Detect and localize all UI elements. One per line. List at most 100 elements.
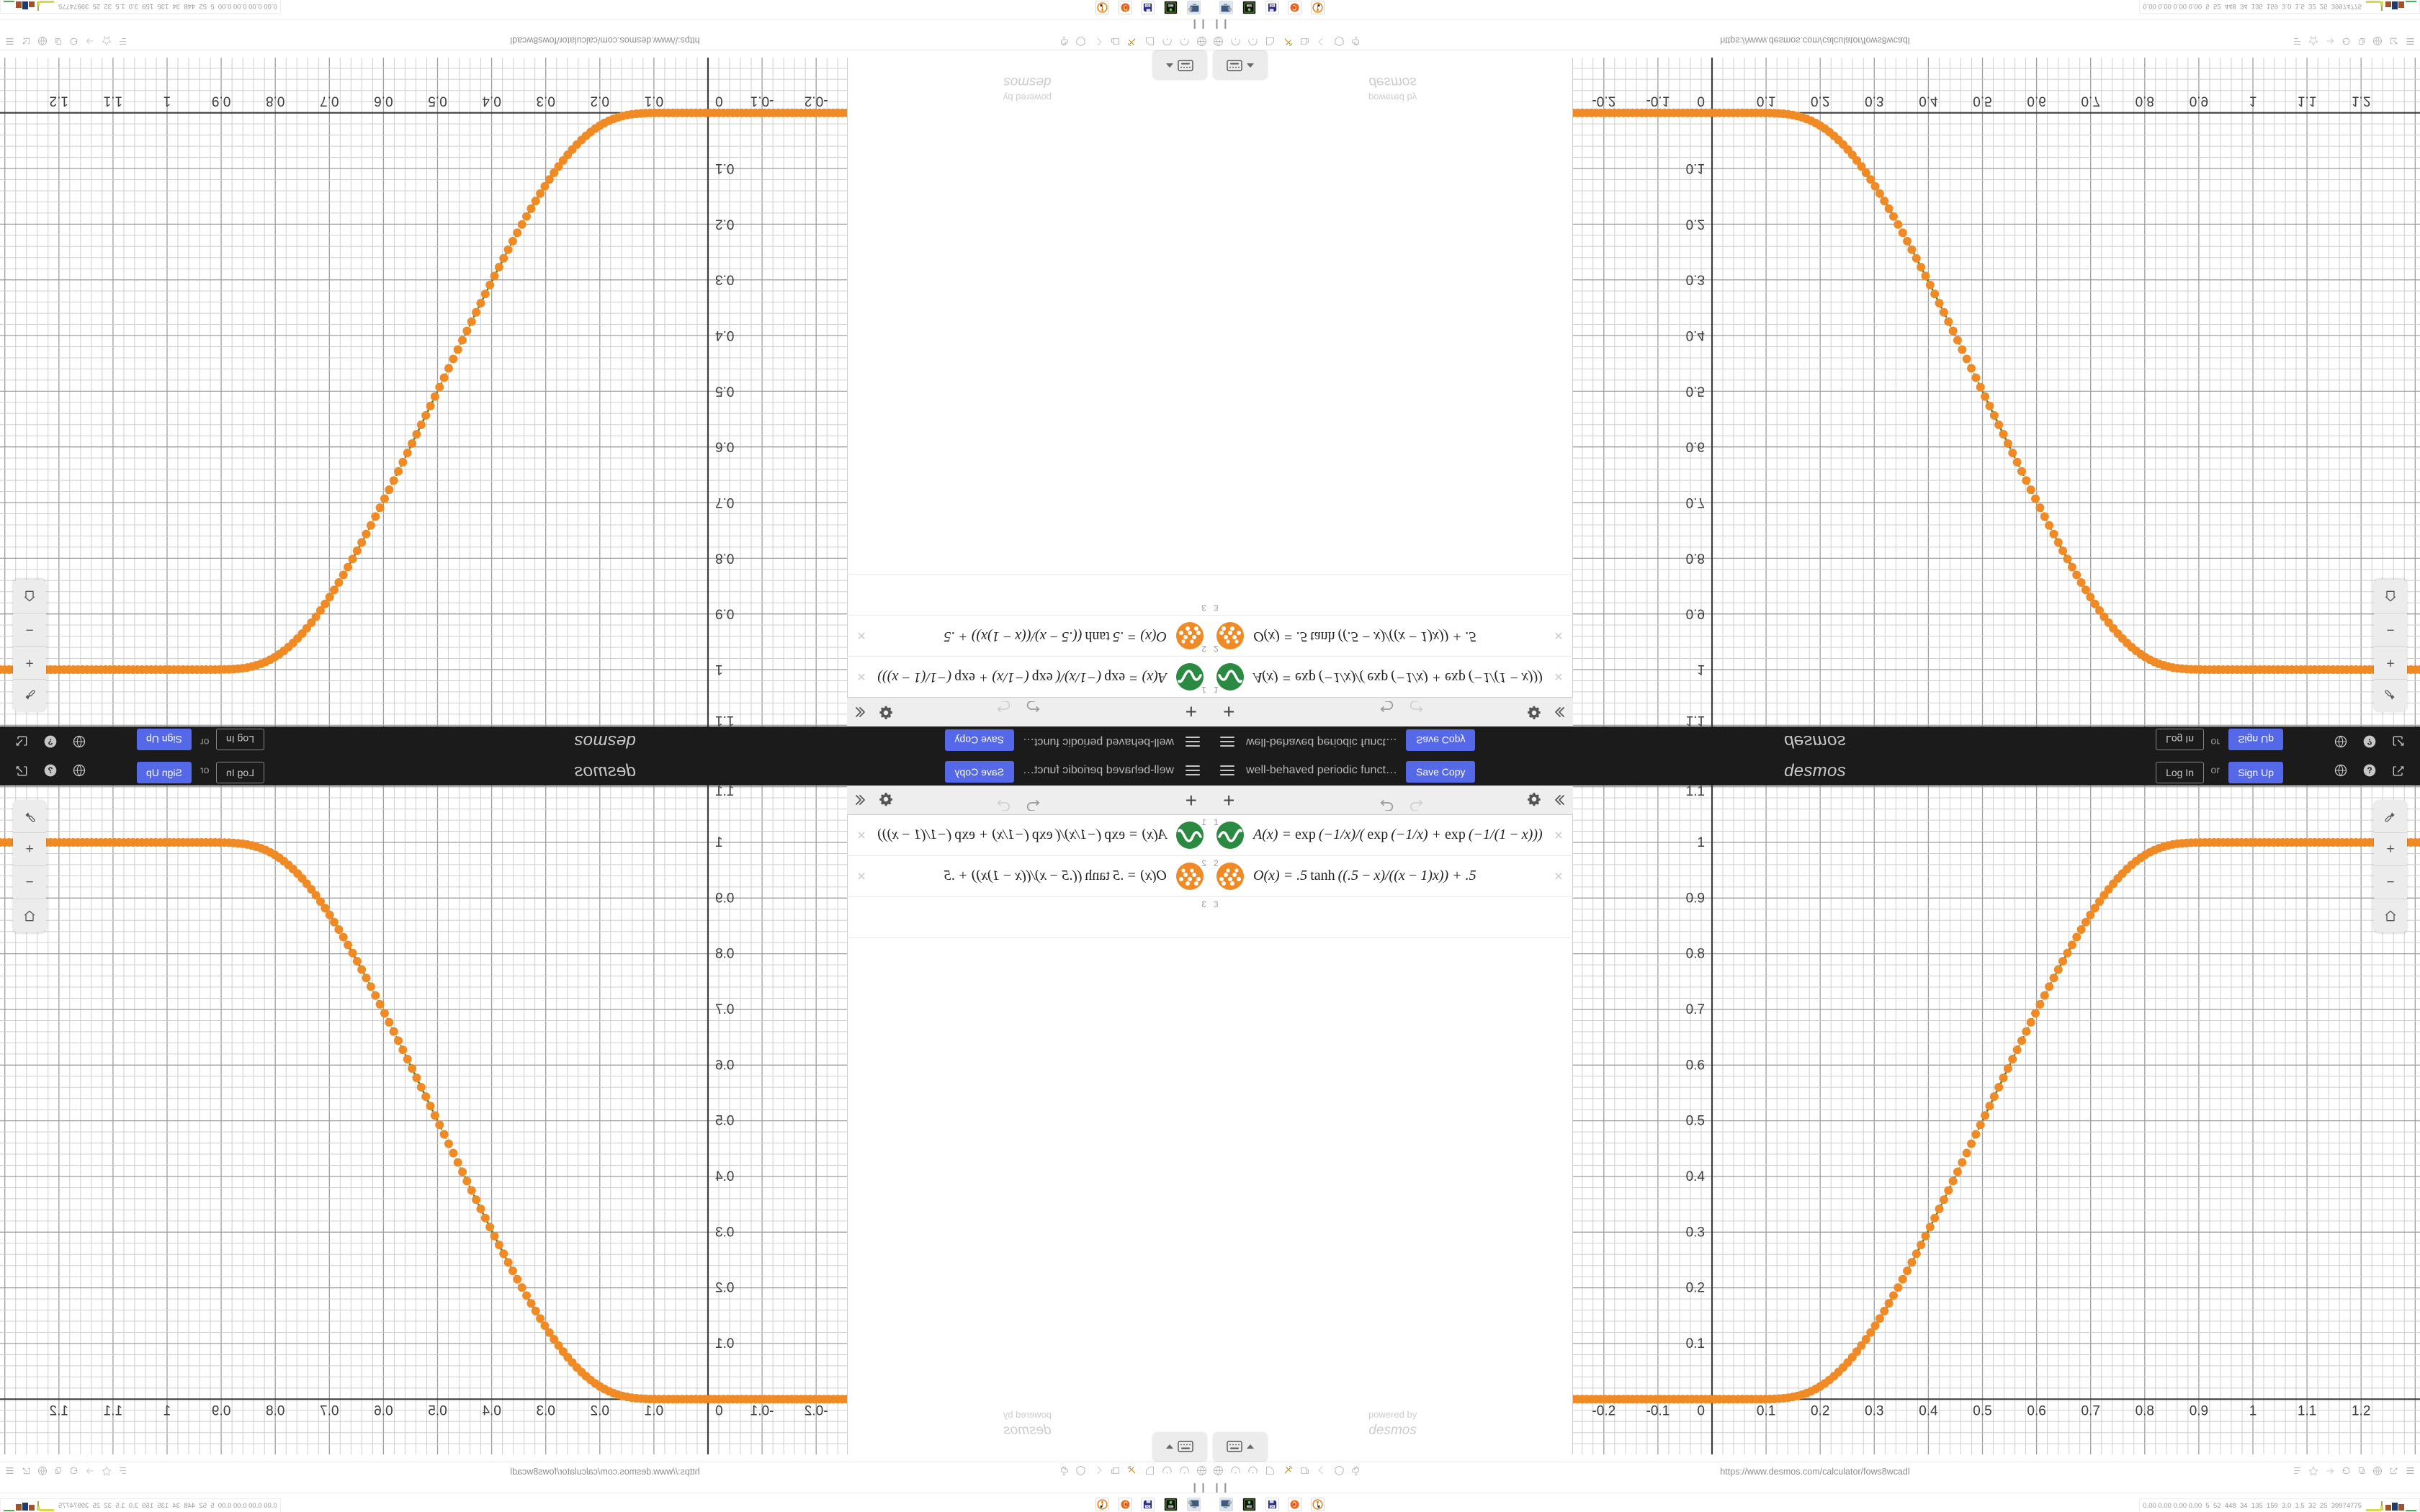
svg-text:1: 1 xyxy=(163,1403,171,1418)
svg-text:0.4: 0.4 xyxy=(1686,1169,1706,1184)
svg-text:0.1: 0.1 xyxy=(1757,1403,1775,1418)
svg-text:0.1: 0.1 xyxy=(715,161,734,176)
svg-text:0.7: 0.7 xyxy=(320,94,339,109)
svg-text:0.2: 0.2 xyxy=(1811,1403,1829,1418)
svg-text:0.2: 0.2 xyxy=(715,1281,734,1296)
svg-text:1: 1 xyxy=(2249,1403,2257,1418)
svg-text:0.6: 0.6 xyxy=(715,1058,734,1073)
svg-text:0.6: 0.6 xyxy=(2027,1403,2045,1418)
svg-text:0.4: 0.4 xyxy=(482,1403,501,1418)
svg-text:1: 1 xyxy=(715,835,723,850)
svg-text:0.7: 0.7 xyxy=(320,1403,339,1418)
svg-text:1.1: 1.1 xyxy=(104,1403,122,1418)
svg-text:0.9: 0.9 xyxy=(715,606,734,621)
svg-text:0.7: 0.7 xyxy=(1686,495,1705,510)
svg-text:0.2: 0.2 xyxy=(715,216,734,231)
svg-text:0.9: 0.9 xyxy=(1686,891,1705,906)
svg-text:0.3: 0.3 xyxy=(715,272,734,287)
svg-text:0.2: 0.2 xyxy=(591,1403,609,1418)
svg-text:0.1: 0.1 xyxy=(1686,1336,1705,1351)
svg-text:0.6: 0.6 xyxy=(2027,94,2045,109)
svg-text:1: 1 xyxy=(163,94,171,109)
svg-text:1: 1 xyxy=(715,662,723,677)
svg-text:0.9: 0.9 xyxy=(2190,94,2208,109)
svg-text:0.8: 0.8 xyxy=(266,1403,284,1418)
svg-text:0.3: 0.3 xyxy=(1865,1403,1883,1418)
svg-text:0.8: 0.8 xyxy=(2136,1403,2154,1418)
svg-text:0.6: 0.6 xyxy=(374,94,393,109)
svg-text:?: ? xyxy=(2367,766,2372,775)
svg-text:0.9: 0.9 xyxy=(212,94,230,109)
svg-text:1.2: 1.2 xyxy=(2352,1403,2370,1418)
svg-text:0.3: 0.3 xyxy=(1865,94,1883,109)
svg-text:-0.1: -0.1 xyxy=(1646,1403,1670,1418)
svg-text:1.2: 1.2 xyxy=(50,1403,68,1418)
svg-text:1: 1 xyxy=(2249,94,2257,109)
svg-text:0.5: 0.5 xyxy=(1686,1114,1705,1129)
svg-text:0.5: 0.5 xyxy=(715,383,734,398)
svg-text:0.3: 0.3 xyxy=(1686,1225,1705,1240)
svg-text:64: 64 xyxy=(1146,4,1149,6)
svg-text:0.7: 0.7 xyxy=(715,1002,734,1017)
svg-text:0.4: 0.4 xyxy=(715,1169,735,1184)
svg-text:0.3: 0.3 xyxy=(536,1403,555,1418)
svg-text:0.2: 0.2 xyxy=(1686,216,1705,231)
svg-text:0.2: 0.2 xyxy=(1686,1281,1705,1296)
svg-text:0: 0 xyxy=(1697,94,1705,109)
svg-text:0.7: 0.7 xyxy=(1686,1002,1705,1017)
svg-text:0: 0 xyxy=(715,1403,723,1418)
svg-text:1: 1 xyxy=(1697,662,1705,677)
svg-text:0.3: 0.3 xyxy=(536,94,555,109)
svg-text:0.6: 0.6 xyxy=(715,439,734,454)
svg-text:?: ? xyxy=(2367,737,2372,746)
svg-text:1.1: 1.1 xyxy=(1686,713,1705,726)
svg-text:0.8: 0.8 xyxy=(1686,550,1705,565)
svg-text:0.1: 0.1 xyxy=(1757,94,1775,109)
svg-text:-0.1: -0.1 xyxy=(750,1403,774,1418)
svg-text:1.1: 1.1 xyxy=(2298,1403,2316,1418)
svg-text:0.3: 0.3 xyxy=(715,1225,734,1240)
svg-text:-0.2: -0.2 xyxy=(1592,94,1615,109)
svg-text:1.2: 1.2 xyxy=(50,94,68,109)
svg-text:0.4: 0.4 xyxy=(715,328,735,343)
svg-text:0.2: 0.2 xyxy=(591,94,609,109)
svg-text:-0.1: -0.1 xyxy=(750,94,774,109)
svg-text:0.9: 0.9 xyxy=(2190,1403,2208,1418)
svg-text:64: 64 xyxy=(1146,1506,1149,1508)
svg-text:0.4: 0.4 xyxy=(1919,1403,1938,1418)
svg-text:1: 1 xyxy=(1697,835,1705,850)
svg-text:?: ? xyxy=(48,737,53,746)
svg-text:1.1: 1.1 xyxy=(715,713,734,726)
svg-text:0.2: 0.2 xyxy=(1811,94,1829,109)
svg-text:0.1: 0.1 xyxy=(645,94,663,109)
svg-text:0.6: 0.6 xyxy=(374,1403,393,1418)
svg-text:0.9: 0.9 xyxy=(212,1403,230,1418)
svg-text:0.8: 0.8 xyxy=(1686,947,1705,962)
svg-text:-0.2: -0.2 xyxy=(805,94,828,109)
svg-text:0.7: 0.7 xyxy=(715,495,734,510)
svg-text:0.8: 0.8 xyxy=(715,947,734,962)
svg-text:1.1: 1.1 xyxy=(104,94,122,109)
svg-text:0.9: 0.9 xyxy=(1686,606,1705,621)
svg-text:1.1: 1.1 xyxy=(2298,94,2316,109)
svg-text:0.1: 0.1 xyxy=(645,1403,663,1418)
svg-text:0.6: 0.6 xyxy=(1686,1058,1705,1073)
svg-text:0.7: 0.7 xyxy=(2081,94,2099,109)
svg-text:0.8: 0.8 xyxy=(2136,94,2154,109)
svg-text:0.5: 0.5 xyxy=(428,1403,447,1418)
svg-text:0.5: 0.5 xyxy=(715,1114,734,1129)
svg-text:-0.2: -0.2 xyxy=(805,1403,828,1418)
svg-text:64: 64 xyxy=(1270,1506,1273,1508)
svg-text:0.3: 0.3 xyxy=(1686,272,1705,287)
svg-text:0.6: 0.6 xyxy=(1686,439,1705,454)
svg-text:0.4: 0.4 xyxy=(1686,328,1706,343)
svg-text:-0.2: -0.2 xyxy=(1592,1403,1615,1418)
svg-text:1.1: 1.1 xyxy=(1686,786,1705,799)
svg-text:0.4: 0.4 xyxy=(1919,94,1938,109)
svg-text:0.1: 0.1 xyxy=(715,1336,734,1351)
svg-text:1.2: 1.2 xyxy=(2352,94,2370,109)
svg-text:1.1: 1.1 xyxy=(715,786,734,799)
svg-text:?: ? xyxy=(48,766,53,775)
svg-text:0: 0 xyxy=(1697,1403,1705,1418)
svg-text:0.5: 0.5 xyxy=(1973,94,1991,109)
